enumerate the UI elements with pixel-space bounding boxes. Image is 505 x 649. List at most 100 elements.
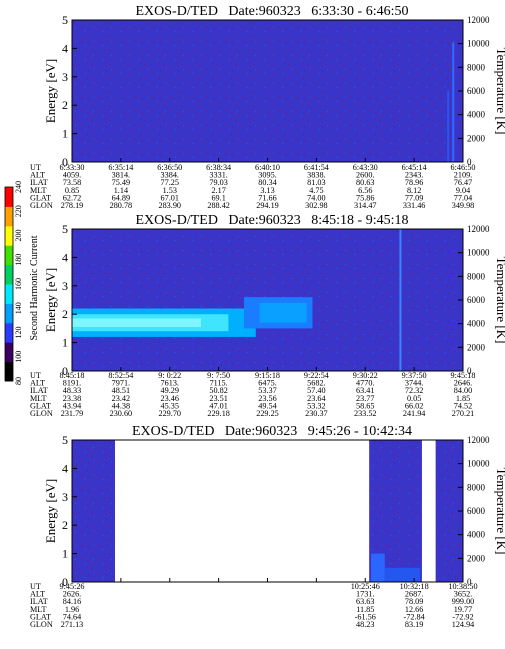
table-cell: 63.41 bbox=[356, 386, 374, 395]
table-cell: 84.00 bbox=[454, 386, 472, 395]
panel-2-title: EXOS-D/TED Date:960323 8:45:18 - 9:45:18 bbox=[136, 213, 409, 228]
table-cell: 8191. bbox=[63, 379, 81, 388]
table-cell: -61.56 bbox=[355, 612, 376, 621]
table-cell: 74.00 bbox=[307, 193, 325, 202]
table-cell: 6:33:30 bbox=[59, 163, 84, 172]
table-cell: 10:38:50 bbox=[448, 582, 477, 591]
table-cell: 73.58 bbox=[63, 178, 81, 187]
y2-tick-label: 6000 bbox=[467, 506, 486, 516]
table-cell: 10:25:46 bbox=[351, 582, 380, 591]
y2-tick-label: 8000 bbox=[467, 271, 486, 281]
colorbar-tick-label: 240 bbox=[14, 181, 23, 193]
table-cell: 8.12 bbox=[407, 186, 421, 195]
y2-tick-label: 10000 bbox=[467, 39, 490, 49]
table-cell: 1731. bbox=[356, 590, 374, 599]
table-cell: 7971. bbox=[112, 379, 130, 388]
table-cell: 48.33 bbox=[63, 386, 81, 395]
table-cell: 53.37 bbox=[258, 386, 276, 395]
y-tick-label: 0 bbox=[62, 575, 68, 589]
y2-tick-label: 12000 bbox=[467, 435, 490, 445]
table-row-label: MLT bbox=[30, 605, 47, 614]
table-cell: 63.63 bbox=[356, 597, 374, 606]
y2-tick-label: 4000 bbox=[467, 319, 486, 329]
y2-tick-label: 12000 bbox=[467, 224, 490, 234]
y2-tick-label: 0 bbox=[467, 157, 472, 167]
table-cell: 80.63 bbox=[356, 178, 374, 187]
colorbar-label: Second Harmonic Current bbox=[29, 235, 40, 340]
table-cell: 23.38 bbox=[63, 394, 81, 403]
table-cell: 9: 0:22 bbox=[158, 371, 181, 380]
table-cell: -72.84 bbox=[404, 612, 425, 621]
colorbar-tick-label: 220 bbox=[14, 205, 23, 217]
panel-2: EXOS-D/TED Date:960323 8:45:18 - 9:45:18… bbox=[30, 213, 505, 418]
spectrum-streak bbox=[447, 91, 450, 162]
y2-tick-label: 12000 bbox=[467, 15, 490, 25]
table-cell: 4.75 bbox=[309, 186, 323, 195]
table-row-label: MLT bbox=[30, 186, 47, 195]
table-cell: 49.54 bbox=[258, 401, 276, 410]
table-cell: 4770. bbox=[356, 379, 374, 388]
table-cell: 6:43:30 bbox=[353, 163, 378, 172]
table-cell: 302.98 bbox=[305, 201, 328, 210]
y2-tick-label: 6000 bbox=[467, 295, 486, 305]
panel-2-table: UTALTILATMLTGLATGLON8:45:188191.48.3323.… bbox=[30, 371, 476, 418]
table-cell: 81.03 bbox=[307, 178, 325, 187]
spectrum-streak bbox=[452, 42, 455, 162]
y-tick-label: 1 bbox=[62, 336, 68, 350]
y-tick-label: 5 bbox=[62, 433, 68, 447]
table-cell: 3.13 bbox=[260, 186, 274, 195]
table-cell: 0.85 bbox=[65, 186, 79, 195]
y-tick-label: 5 bbox=[62, 13, 68, 27]
table-cell: 66.02 bbox=[405, 401, 423, 410]
table-cell: 44.38 bbox=[112, 401, 130, 410]
colorbar-tick-label: 140 bbox=[14, 302, 23, 314]
table-cell: 124.94 bbox=[452, 620, 475, 629]
table-cell: 75.86 bbox=[356, 193, 374, 202]
colorbar-segment bbox=[5, 245, 13, 266]
table-cell: 231.79 bbox=[61, 409, 84, 418]
table-cell: 1.14 bbox=[114, 186, 128, 195]
panel-1-plot: 0 1 2 3 4 5 0 2000 4000 6000 8000 10000 12000 bbox=[62, 13, 490, 169]
table-cell: 3331. bbox=[209, 171, 227, 180]
table-cell: 83.19 bbox=[405, 620, 423, 629]
colorbar-frame bbox=[4, 186, 14, 382]
table-cell: 49.29 bbox=[161, 386, 179, 395]
table-cell: 43.94 bbox=[63, 401, 81, 410]
table-row-label: GLON bbox=[30, 409, 53, 418]
table-cell: 314.47 bbox=[354, 201, 377, 210]
table-row-label: UT bbox=[30, 582, 41, 591]
table-cell: 229.25 bbox=[256, 409, 279, 418]
table-cell: 3838. bbox=[307, 171, 325, 180]
y-tick-label: 3 bbox=[62, 70, 68, 84]
table-cell: 270.21 bbox=[452, 409, 475, 418]
table-cell: 6:36:50 bbox=[157, 163, 182, 172]
y2-tick-label: 0 bbox=[467, 366, 472, 376]
table-cell: 1.85 bbox=[456, 394, 470, 403]
table-cell: 9: 7:50 bbox=[207, 371, 230, 380]
table-cell: 6:46:50 bbox=[450, 163, 475, 172]
table-cell: 241.94 bbox=[403, 409, 426, 418]
table-cell: 280.78 bbox=[110, 201, 133, 210]
y2-tick-label: 8000 bbox=[467, 482, 486, 492]
y2-tick-label: 0 bbox=[467, 577, 472, 587]
table-cell: 6:45:14 bbox=[402, 163, 427, 172]
table-cell: 9:30:22 bbox=[353, 371, 378, 380]
y-tick-label: 2 bbox=[62, 98, 68, 112]
y-tick-label: 0 bbox=[62, 364, 68, 378]
panel-1-title: EXOS-D/TED Date:960323 6:33:30 - 6:46:50 bbox=[136, 4, 409, 19]
table-cell: 64.89 bbox=[112, 193, 130, 202]
colorbar-segment bbox=[5, 264, 13, 285]
table-cell: 12.66 bbox=[405, 605, 423, 614]
table-cell: 6.56 bbox=[358, 186, 372, 195]
table-cell: 233.52 bbox=[354, 409, 377, 418]
table-cell: 6:40:10 bbox=[255, 163, 280, 172]
table-cell: 271.13 bbox=[61, 620, 84, 629]
table-cell: 53.32 bbox=[307, 401, 325, 410]
table-cell: 5682. bbox=[307, 379, 325, 388]
table-row-label: UT bbox=[30, 163, 41, 172]
table-cell: 23.51 bbox=[209, 394, 227, 403]
table-cell: 84.16 bbox=[63, 597, 81, 606]
panel-2-y2label: Temperature [K] bbox=[494, 257, 505, 344]
table-cell: 77.09 bbox=[405, 193, 423, 202]
y-tick-label: 4 bbox=[62, 461, 68, 475]
